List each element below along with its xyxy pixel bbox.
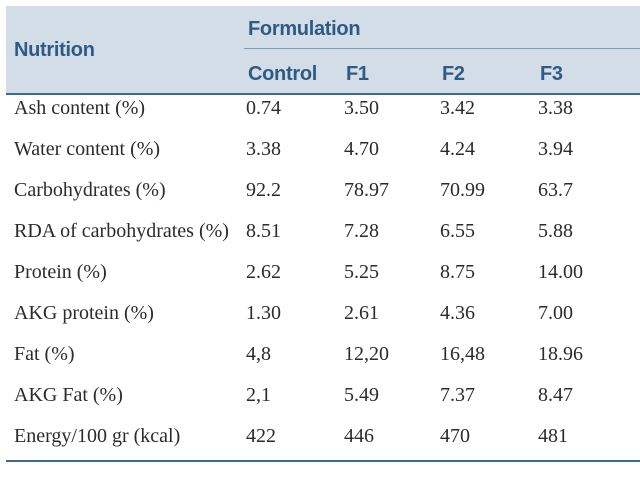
cell-control: 92.2	[246, 179, 281, 201]
row-label: AKG Fat (%)	[14, 384, 123, 406]
cell-f1: 4.70	[344, 138, 379, 160]
cell-f1: 2.61	[344, 302, 379, 324]
table-row: Ash content (%) 0.74 3.50 3.42 3.38	[6, 88, 640, 129]
table-row: Water content (%) 3.38 4.70 4.24 3.94	[6, 129, 640, 170]
cell-f2: 8.75	[440, 261, 475, 283]
cell-f2: 470	[440, 425, 470, 447]
header-bottom-rule	[6, 93, 640, 95]
row-label: AKG protein (%)	[14, 302, 154, 324]
table-header: Nutrition Formulation Control F1 F2 F3	[6, 6, 640, 95]
row-label: Protein (%)	[14, 261, 107, 283]
table-row: RDA of carbohydrates (%) 8.51 7.28 6.55 5.88	[6, 211, 640, 252]
table-body: Ash content (%) 0.74 3.50 3.42 3.38 Water con…	[6, 88, 640, 457]
cell-f3: 5.88	[538, 220, 573, 242]
cell-f3: 3.94	[538, 138, 573, 160]
formulation-divider	[244, 48, 640, 49]
cell-f2: 16,48	[440, 343, 485, 365]
cell-f2: 7.37	[440, 384, 475, 406]
cell-f3: 63.7	[538, 179, 573, 201]
cell-f3: 481	[538, 425, 568, 447]
cell-control: 422	[246, 425, 276, 447]
cell-f2: 6.55	[440, 220, 475, 242]
cell-f1: 5.49	[344, 384, 379, 406]
cell-f1: 446	[344, 425, 374, 447]
table-row: Protein (%) 2.62 5.25 8.75 14.00	[6, 252, 640, 293]
cell-control: 2.62	[246, 261, 281, 283]
cell-f1: 12,20	[344, 343, 389, 365]
cell-f1: 78.97	[344, 179, 389, 201]
cell-control: 1.30	[246, 302, 281, 324]
row-label: RDA of carbohydrates (%)	[14, 220, 229, 242]
row-label: Ash content (%)	[14, 97, 146, 119]
header-col-f3: F3	[540, 63, 563, 85]
cell-control: 8.51	[246, 220, 281, 242]
cell-control: 3.38	[246, 138, 281, 160]
nutrition-table: Nutrition Formulation Control F1 F2 F3	[0, 6, 640, 468]
header-nutrition: Nutrition	[14, 39, 95, 61]
table-bottom-rule	[6, 460, 640, 462]
header-formulation: Formulation	[248, 18, 361, 40]
row-label: Energy/100 gr (kcal)	[14, 425, 181, 447]
table-row: AKG Fat (%) 2,1 5.49 7.37 8.47	[6, 375, 640, 416]
header-col-control: Control	[248, 63, 317, 85]
header-col-f1: F1	[346, 63, 369, 85]
cell-f3: 7.00	[538, 302, 573, 324]
cell-f3: 18.96	[538, 343, 583, 365]
table-row: AKG protein (%) 1.30 2.61 4.36 7.00	[6, 293, 640, 334]
cell-f2: 4.24	[440, 138, 475, 160]
cell-f1: 3.50	[344, 97, 379, 119]
cell-f3: 8.47	[538, 384, 573, 406]
row-label: Fat (%)	[14, 343, 75, 365]
table-row: Fat (%) 4,8 12,20 16,48 18.96	[6, 334, 640, 375]
cell-control: 0.74	[246, 97, 281, 119]
cell-f2: 70.99	[440, 179, 485, 201]
cell-f3: 14.00	[538, 261, 583, 283]
row-label: Water content (%)	[14, 138, 161, 160]
cell-control: 4,8	[246, 343, 271, 365]
cell-control: 2,1	[246, 384, 271, 406]
cell-f1: 5.25	[344, 261, 379, 283]
row-label: Carbohydrates (%)	[14, 179, 166, 201]
table-row: Energy/100 gr (kcal) 422 446 470 481	[6, 416, 640, 457]
cell-f3: 3.38	[538, 97, 573, 119]
cell-f1: 7.28	[344, 220, 379, 242]
cell-f2: 4.36	[440, 302, 475, 324]
cell-f2: 3.42	[440, 97, 475, 119]
header-col-f2: F2	[442, 63, 465, 85]
table-row: Carbohydrates (%) 92.2 78.97 70.99 63.7	[6, 170, 640, 211]
